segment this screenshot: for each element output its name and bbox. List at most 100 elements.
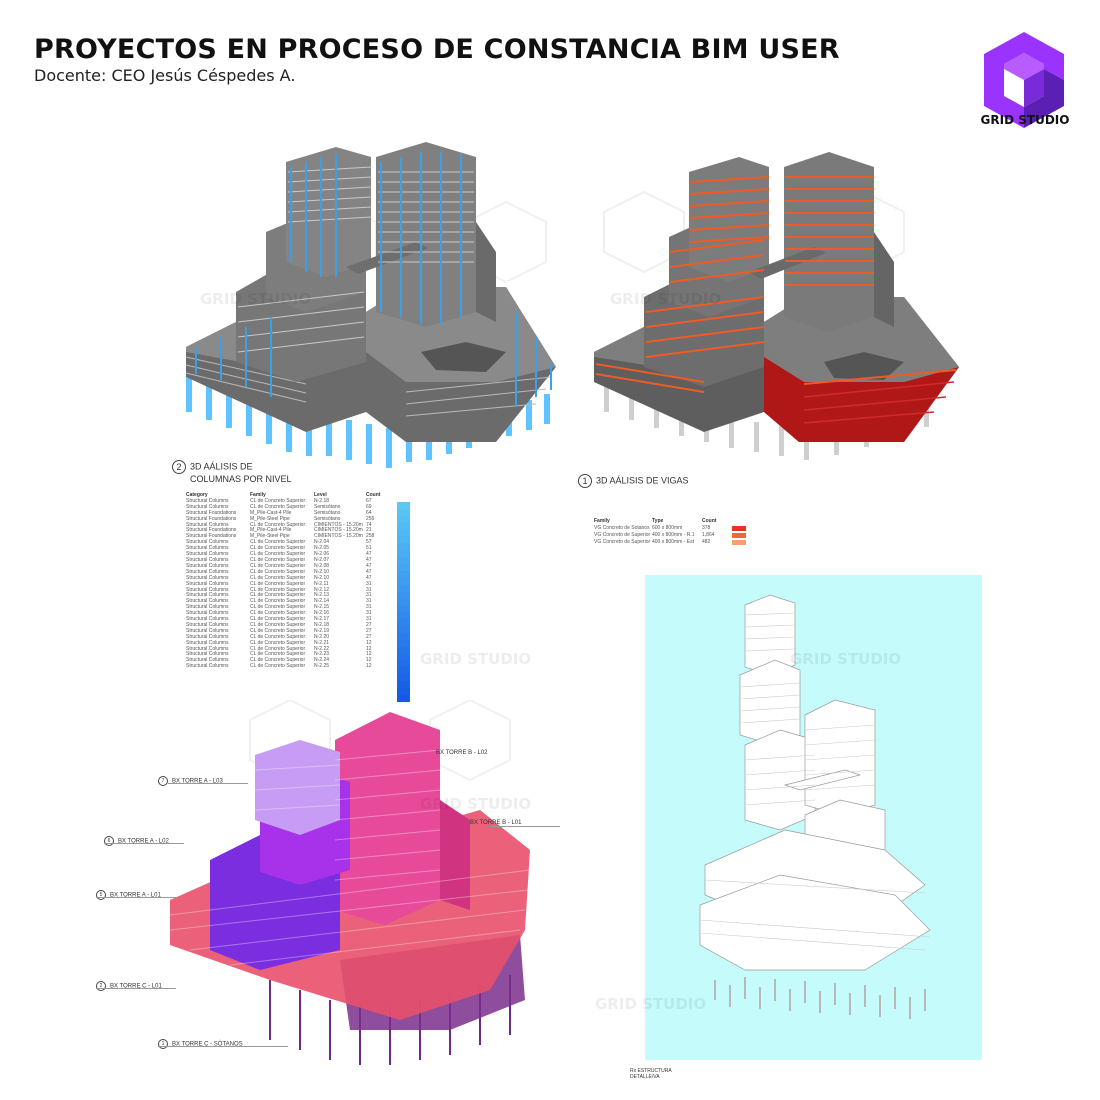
schedule-row: Structural Columns CL de Concreto Superio…: [186, 593, 392, 599]
schedule-cell: Structural Columns: [186, 598, 229, 605]
schedule-cell: Structural Columns: [186, 586, 229, 593]
legend-swatch: [732, 533, 746, 538]
schedule-cell: N-2.06: [314, 551, 330, 558]
schedule-swatch: [397, 502, 410, 509]
schedule-cell: 27: [366, 621, 372, 628]
schedule-cell: 57: [366, 539, 372, 546]
schedule-cell: Semisótano: [314, 515, 341, 522]
schedule-cell: 12: [366, 651, 372, 658]
schedule-row: Structural Foundations M_Pile-Cast-4 Pile…: [186, 509, 392, 517]
legend-row: VG Concreto de Sotanos 600 x 800mm 378: [594, 525, 746, 532]
schedule-swatch: [397, 612, 410, 620]
schedule-cell: CL de Concreto Superior: [250, 633, 306, 640]
schedule-cell: CIMIENTOS - 15.20m: [314, 521, 363, 528]
schedule-row: Structural Columns CL de Concreto Superio…: [186, 574, 392, 582]
page-title: PROYECTOS EN PROCESO DE CONSTANCIA BIM U…: [34, 34, 840, 65]
schedule-cell: 12: [366, 645, 372, 652]
schedule-cell: Structural Columns: [186, 580, 229, 587]
schedule-swatch: [397, 694, 410, 702]
schedule-cell: Structural Columns: [186, 521, 229, 528]
schedule-swatch: [397, 591, 410, 599]
caption-title: 3D AÁLISIS DE VIGAS: [596, 475, 689, 486]
schedule-cell: N-2.18: [314, 621, 330, 628]
schedule-cell: Structural Columns: [186, 651, 229, 658]
legend-cell-count: 482: [702, 539, 711, 545]
schedule-header-family: Family: [250, 492, 266, 498]
schedule-header-row: Category Family Level Count: [186, 492, 392, 499]
schedule-cell: Structural Columns: [186, 663, 229, 670]
schedule-cell: CL de Concreto Superior: [250, 627, 306, 634]
watermark-text: GRID STUDIO: [420, 650, 532, 668]
schedule-cell: N-2.19: [314, 627, 330, 634]
schedule-cell: Structural Columns: [186, 539, 229, 546]
schedule-swatch: [397, 632, 410, 640]
schedule-row: Structural Columns CL de Concreto Superio…: [186, 639, 392, 647]
schedule-cell: 21: [366, 527, 372, 534]
schedule-swatch: [397, 674, 410, 682]
schedule-swatch: [397, 681, 410, 689]
schedule-header-category: Category: [186, 492, 208, 498]
schedule-cell: 67: [366, 497, 372, 504]
schedule-cell: N-2.11: [314, 580, 329, 587]
schedule-cell: 31: [366, 580, 372, 587]
schedule-row: Structural Columns CL de Concreto Superio…: [186, 621, 392, 629]
schedule-cell: M_Pile-Steel Pipe: [250, 515, 290, 522]
legend-row: VG Concreto de Superior 400 x 800mm - R.1…: [594, 532, 746, 539]
schedule-swatch: [397, 639, 410, 647]
schedule-cell: Structural Foundations: [186, 527, 237, 534]
schedule-cell: Structural Columns: [186, 616, 229, 623]
schedule-swatch: [397, 522, 410, 530]
schedule-cell: CL de Concreto Superior: [250, 574, 306, 581]
schedule-cell: CL de Concreto Superior: [250, 645, 306, 652]
schedule-row: Structural Columns CL de Concreto Superio…: [186, 604, 392, 611]
schedule-row: Structural Columns CL de Concreto Superio…: [186, 663, 392, 670]
schedule-swatch: [397, 667, 410, 675]
schedule-cell: CL de Concreto Superior: [250, 545, 306, 552]
schedule-cell: Structural Columns: [186, 568, 229, 575]
schedule-cell: CL de Concreto Superior: [250, 497, 306, 504]
schedule-swatch: [397, 508, 410, 516]
schedule-swatch: [397, 688, 410, 695]
watermark-text: GRID STUDIO: [595, 995, 707, 1013]
schedule-cell: 31: [366, 586, 372, 593]
level-label-torre-c-sotanos: 1 BX TORRE C - SÓTANOS: [158, 1039, 243, 1049]
schedule-cell: CL de Concreto Superior: [250, 663, 306, 670]
schedule-cell: N-2.10: [314, 574, 330, 581]
schedule-cell: N-2.08: [314, 562, 330, 569]
schedule-cell: 31: [366, 598, 372, 605]
caption-title-line2: COLUMNAS POR NIVEL: [190, 474, 292, 484]
schedule-cell: Structural Columns: [186, 592, 229, 599]
schedule-cell: 47: [366, 556, 372, 563]
page-subtitle: Docente: CEO Jesús Céspedes A.: [34, 66, 296, 85]
schedule-cell: CL de Concreto Superior: [250, 610, 306, 617]
schedule-cell: 12: [366, 663, 372, 670]
schedule-cell: Structural Columns: [186, 497, 229, 504]
schedule-row: Structural Columns CL de Concreto Superio…: [186, 497, 392, 505]
schedule-cell: Structural Foundations: [186, 533, 237, 540]
schedule-cell: CL de Concreto Superior: [250, 616, 306, 623]
schedule-cell: Structural Columns: [186, 545, 229, 552]
schedule-cell: N-2.18: [314, 497, 330, 504]
schedule-cell: Structural Foundations: [186, 515, 237, 522]
schedule-cell: N-2.13: [314, 592, 330, 599]
schedule-cell: Structural Columns: [186, 574, 229, 581]
watermark-text: GRID STUDIO: [420, 795, 532, 813]
level-label-torre-c-l01: 2 BX TORRE C - L01: [96, 981, 162, 991]
schedule-row: Structural Columns CL de Concreto Superio…: [186, 586, 392, 594]
schedule-cell: Structural Columns: [186, 610, 229, 617]
schedule-cell: CL de Concreto Superior: [250, 639, 306, 646]
schedule-cell: 12: [366, 639, 372, 646]
schedule-cell: CL de Concreto Superior: [250, 657, 306, 664]
exploded-structure-panel: [645, 575, 982, 1060]
legend-swatch: [732, 540, 746, 545]
schedule-cell: 27: [366, 627, 372, 634]
schedule-cell: 64: [366, 509, 372, 516]
schedule-header-level: Level: [314, 492, 327, 498]
schedule-row: Structural Columns CL de Concreto Superio…: [186, 539, 392, 546]
schedule-cell: Structural Columns: [186, 503, 229, 510]
schedule-swatch: [397, 550, 410, 558]
level-label-torre-b-l02: BX TORRE B - L02: [436, 750, 488, 756]
level-label-torre-b-l01: BX TORRE B - L01: [470, 820, 522, 826]
columns-analysis-panel: 2 3D AÁLISIS DE COLUMNAS POR NIVEL: [166, 112, 566, 692]
level-label-torre-a-l03: 7 BX TORRE A - L03: [158, 776, 223, 786]
